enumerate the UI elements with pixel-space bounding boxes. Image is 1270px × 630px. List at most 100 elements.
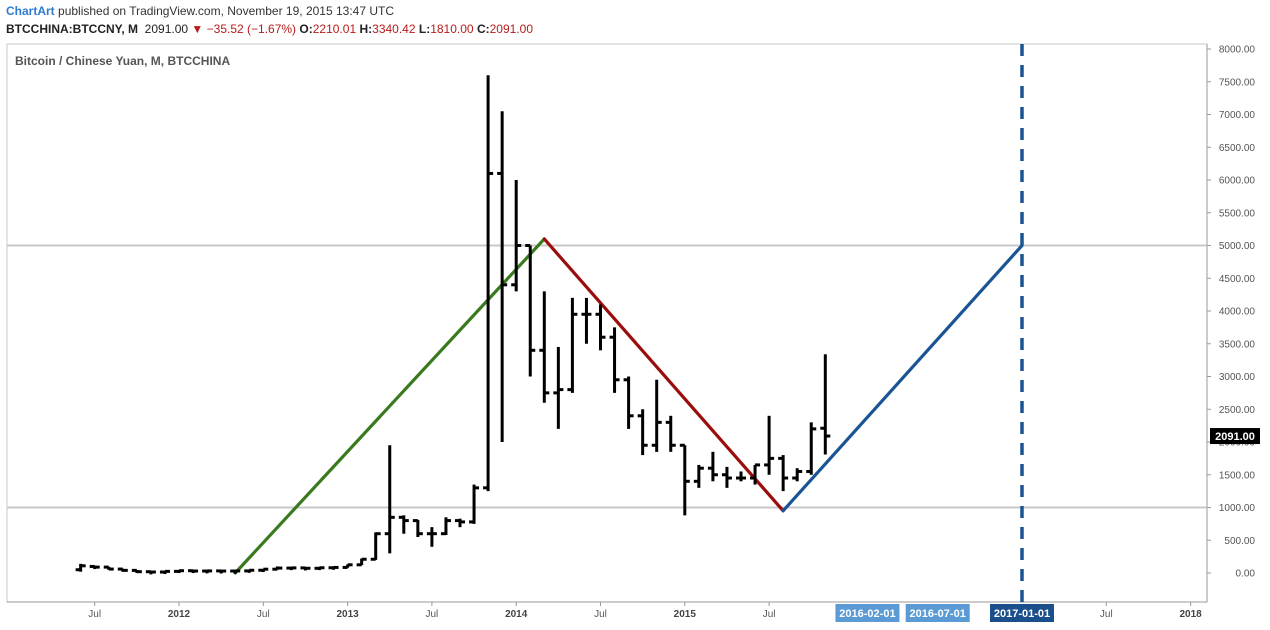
ohlc-bar: [145, 570, 156, 575]
ohlc-bar: [651, 379, 662, 452]
last-price: 2091.00: [144, 22, 189, 36]
ohlc-bar: [384, 445, 395, 554]
x-tick-label: 2014: [505, 609, 528, 620]
ohlc-bar: [75, 563, 86, 572]
x-tick-label: 2015: [674, 609, 697, 620]
ohlc-bar: [244, 568, 255, 573]
y-tick-label: 4500.00: [1219, 274, 1256, 285]
ohlc-bar: [778, 455, 789, 492]
ohlc-bar: [609, 327, 620, 393]
y-tick-label: 3500.00: [1219, 339, 1256, 350]
ohlc-bar: [272, 566, 283, 571]
x-tick-label: 2018: [1179, 609, 1202, 620]
symbol-label[interactable]: BTCCHINA:BTCCNY, M: [6, 22, 138, 36]
ohlc-bar: [356, 557, 367, 567]
x-tick-label: Jul: [257, 609, 270, 620]
date-label-text: 2016-07-01: [910, 608, 966, 620]
ohlc-bar: [764, 415, 775, 475]
ohlc-bar: [314, 566, 325, 571]
x-tick-label: Jul: [763, 609, 776, 620]
y-tick-label: 0.00: [1236, 569, 1256, 580]
high-label: H:: [359, 22, 373, 36]
x-tick-label: 2012: [168, 609, 191, 620]
ohlc-bar: [440, 517, 451, 536]
open-label: O:: [299, 22, 313, 36]
ohlc-bars: [75, 75, 831, 575]
ohlc-bar: [131, 568, 142, 574]
y-tick-label: 6500.00: [1219, 143, 1256, 154]
last-price-box: [1210, 428, 1260, 445]
ohlc-bar: [230, 569, 241, 574]
ohlc-bar: [412, 519, 423, 537]
x-tick-label: Jul: [88, 609, 101, 620]
ohlc-bar: [595, 304, 606, 351]
price-change: −35.52 (−1.67%): [206, 22, 297, 36]
ohlc-bar: [202, 569, 213, 574]
date-label-box: [905, 604, 970, 622]
ohlc-bar: [258, 567, 269, 573]
ohlc-bar: [693, 464, 704, 488]
ohlc-bar: [679, 443, 690, 516]
chart-title: Bitcoin / Chinese Yuan, M, BTCCHINA: [15, 54, 230, 68]
ohlc-bar: [188, 569, 199, 574]
date-label-box: [990, 604, 1054, 622]
ohlc-bar: [117, 567, 128, 572]
ohlc-bar: [426, 527, 437, 547]
ohlc-bar: [820, 354, 831, 455]
horizontal-lines: [7, 244, 1207, 509]
ohlc-bar: [623, 376, 634, 429]
ohlc-bar: [665, 415, 676, 452]
ohlc-bar: [286, 566, 297, 571]
low-label: L:: [418, 22, 431, 36]
ohlc-bar: [525, 244, 536, 377]
y-axis[interactable]: 0.00500.001000.001500.002000.002500.0030…: [1207, 45, 1260, 580]
x-tick-label: Jul: [594, 609, 607, 620]
y-tick-label: 3000.00: [1219, 372, 1256, 383]
ohlc-bar: [567, 297, 578, 393]
y-tick-label: 500.00: [1224, 536, 1255, 547]
trend-lines[interactable]: [233, 44, 1024, 602]
ohlc-bar: [159, 569, 170, 575]
close-label: C:: [476, 22, 490, 36]
ohlc-bar: [103, 565, 114, 571]
low-value: 1810.00: [430, 22, 474, 36]
ohlc-bar: [707, 451, 718, 482]
x-tick-label: 2013: [336, 609, 359, 620]
ohlc-bar: [539, 291, 550, 403]
y-tick-label: 5500.00: [1219, 208, 1256, 219]
date-label-text: 2016-02-01: [839, 608, 895, 620]
y-tick-label: 2500.00: [1219, 405, 1256, 416]
projection-line: [781, 243, 1024, 513]
ohlc-bar: [806, 422, 817, 475]
ohlc-bar: [174, 569, 184, 574]
ohlc-bar: [637, 409, 648, 456]
x-axis[interactable]: Jul 2012 Jul 2013 Jul 2014 Jul 2015 Jul Jul 2018 20…: [88, 602, 1202, 622]
ohlc-bar: [398, 515, 409, 534]
ohlc-legend: BTCCHINA:BTCCNY, M 2091.00 ▼ −35.52 (−1.…: [6, 22, 533, 36]
ohlc-bar: [497, 111, 508, 442]
x-tick-label: Jul: [426, 609, 439, 620]
ohlc-bar: [736, 471, 746, 482]
publish-line: ChartArt published on TradingView.com, N…: [6, 4, 394, 18]
date-label-text: 2017-01-01: [994, 608, 1050, 620]
plot-frame: [6, 43, 1208, 603]
y-tick-label: 6000.00: [1219, 176, 1256, 187]
y-tick-label: 7500.00: [1219, 77, 1256, 88]
y-tick-label: 8000.00: [1219, 45, 1256, 56]
ohlc-bar: [89, 564, 100, 570]
ohlc-bar: [553, 347, 564, 429]
ohlc-bar: [455, 518, 465, 528]
ohlc-bar: [328, 565, 339, 570]
uptrend-line: [233, 237, 546, 575]
ohlc-bar: [483, 75, 494, 492]
ohlc-bar: [342, 563, 353, 569]
ohlc-bar: [792, 468, 803, 482]
ohlc-bar: [300, 566, 311, 571]
open-value: 2210.01: [312, 22, 357, 36]
author-link[interactable]: ChartArt: [6, 4, 55, 18]
y-tick-label: 1500.00: [1219, 470, 1256, 481]
chart-header: ChartArt published on TradingView.com, N…: [0, 0, 1270, 44]
ohlc-bar: [581, 297, 592, 344]
ohlc-bar: [469, 484, 480, 524]
